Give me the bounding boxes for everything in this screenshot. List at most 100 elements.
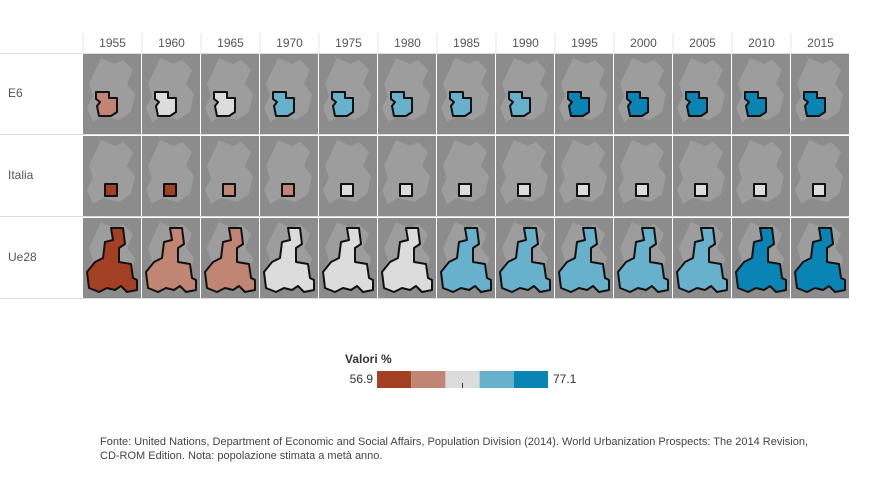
region-group — [163, 183, 177, 197]
region — [558, 227, 610, 293]
map-land — [264, 140, 312, 204]
legend-min: 56.9 — [350, 372, 374, 386]
region — [567, 91, 590, 117]
region — [440, 227, 492, 293]
region-group — [685, 91, 708, 117]
region — [390, 91, 413, 117]
column-label: 1955 — [99, 36, 126, 50]
column-label: 1965 — [217, 36, 244, 50]
region-group — [794, 227, 846, 293]
region-group — [626, 91, 649, 117]
map-land — [677, 140, 725, 204]
legend-swatch — [513, 371, 548, 388]
column-label: 1975 — [335, 36, 362, 50]
map-land — [559, 140, 607, 204]
map-land — [382, 140, 430, 204]
region — [753, 183, 767, 197]
region — [449, 91, 472, 117]
column-label: 1970 — [276, 36, 303, 50]
region — [263, 227, 315, 293]
region — [458, 183, 472, 197]
column-label: 1990 — [512, 36, 539, 50]
legend-swatch — [445, 371, 480, 388]
region-group — [676, 227, 728, 293]
region-group — [517, 183, 531, 197]
region-group — [399, 183, 413, 197]
region — [272, 91, 295, 117]
region-group — [803, 91, 826, 117]
region — [694, 183, 708, 197]
region — [381, 227, 433, 293]
region — [812, 183, 826, 197]
map-land — [618, 140, 666, 204]
region-group — [744, 91, 767, 117]
map-land — [146, 140, 194, 204]
region-group — [145, 227, 197, 293]
region — [635, 183, 649, 197]
region-group — [322, 227, 374, 293]
region-group — [508, 91, 531, 117]
region-group — [331, 91, 354, 117]
region-group — [340, 183, 354, 197]
region-group — [440, 227, 492, 293]
region — [576, 183, 590, 197]
region — [331, 91, 354, 117]
region-group — [213, 91, 236, 117]
region-group — [263, 227, 315, 293]
region-group — [753, 183, 767, 197]
region — [86, 227, 138, 293]
column-label: 2010 — [748, 36, 775, 50]
column-label: 1960 — [158, 36, 185, 50]
region-group — [812, 183, 826, 197]
region-group — [735, 227, 787, 293]
legend-max: 77.1 — [553, 372, 577, 386]
region-group — [154, 91, 177, 117]
region — [399, 183, 413, 197]
map-land — [205, 140, 253, 204]
region-group — [694, 183, 708, 197]
region — [626, 91, 649, 117]
region-group — [204, 227, 256, 293]
row-label: Italia — [8, 168, 34, 182]
region-group — [576, 183, 590, 197]
column-label: 2000 — [630, 36, 657, 50]
region — [517, 183, 531, 197]
region-group — [95, 91, 118, 117]
column-label: 2005 — [689, 36, 716, 50]
region — [340, 183, 354, 197]
map-land — [795, 140, 843, 204]
region-group — [558, 227, 610, 293]
chart: Valori % 56.9 77.1 1955 1960 1965 1970 1975 1… — [0, 33, 849, 388]
region-group — [458, 183, 472, 197]
region — [744, 91, 767, 117]
map-land — [736, 140, 784, 204]
region — [794, 227, 846, 293]
column-label: 1980 — [394, 36, 421, 50]
source-note: Fonte: United Nations, Department of Eco… — [100, 436, 809, 462]
region-group — [272, 91, 295, 117]
column-label: 2015 — [807, 36, 834, 50]
region — [617, 227, 669, 293]
region-group — [499, 227, 551, 293]
region — [95, 91, 118, 117]
region-group — [567, 91, 590, 117]
legend-swatch — [411, 371, 446, 388]
region — [163, 183, 177, 197]
column-label: 1985 — [453, 36, 480, 50]
map-land — [500, 140, 548, 204]
region-group — [617, 227, 669, 293]
row-label: Ue28 — [8, 250, 37, 264]
region-group — [449, 91, 472, 117]
region — [322, 227, 374, 293]
legend-swatch — [479, 371, 514, 388]
legend-swatch — [377, 371, 412, 388]
region — [104, 183, 118, 197]
region-group — [104, 183, 118, 197]
region — [676, 227, 728, 293]
region — [803, 91, 826, 117]
region — [499, 227, 551, 293]
column-label: 1995 — [571, 36, 598, 50]
region — [508, 91, 531, 117]
map-land — [323, 140, 371, 204]
